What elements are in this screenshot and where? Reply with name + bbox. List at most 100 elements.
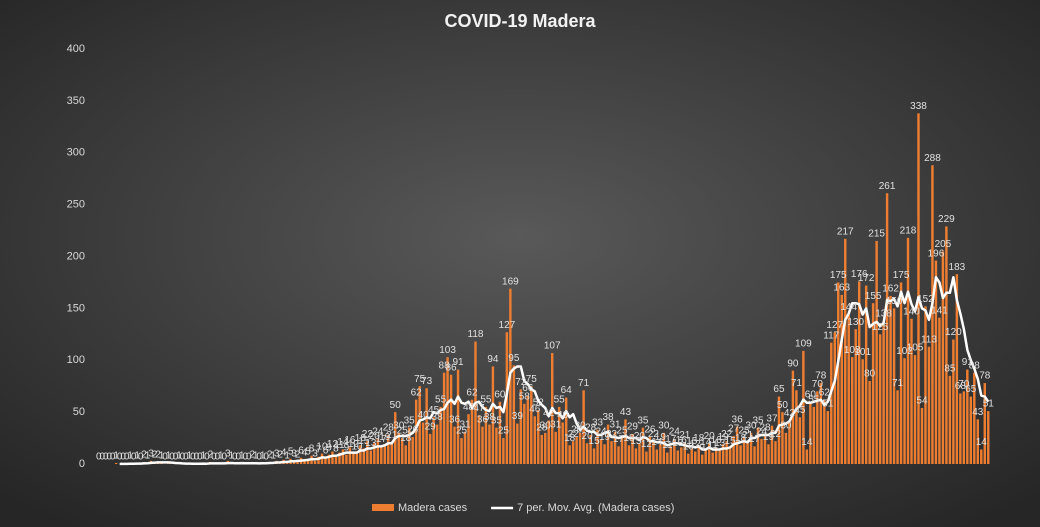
bar <box>948 375 952 464</box>
data-label: 17 <box>665 434 677 445</box>
data-label: 60 <box>494 389 506 400</box>
bar <box>446 357 449 464</box>
bar <box>439 406 442 464</box>
bar <box>732 435 735 464</box>
bar <box>488 424 491 464</box>
bar <box>411 437 414 464</box>
data-label: 0 <box>194 452 200 463</box>
bar <box>784 432 788 464</box>
data-label: 38 <box>432 412 444 423</box>
bar <box>425 388 428 464</box>
data-label: 62 <box>466 387 478 398</box>
data-label: 10 <box>683 441 695 452</box>
data-label: 0 <box>99 452 105 463</box>
bar <box>885 193 889 464</box>
bar <box>599 439 603 464</box>
bar <box>334 455 338 464</box>
data-label: 11 <box>707 440 718 451</box>
data-label: 26 <box>407 425 419 436</box>
data-label: 163 <box>833 283 850 294</box>
data-label: 5 <box>305 446 311 457</box>
data-label: 1 <box>166 451 172 462</box>
y-tick-label: 300 <box>67 147 85 159</box>
bar <box>819 383 823 464</box>
bar <box>387 434 390 464</box>
bar <box>812 406 816 464</box>
data-label: 338 <box>910 101 927 112</box>
bar <box>484 406 488 464</box>
bar <box>362 448 366 464</box>
data-label: 18 <box>693 433 705 444</box>
bar <box>840 294 843 464</box>
data-label: 39 <box>512 411 524 422</box>
bar <box>456 369 460 464</box>
bar <box>795 390 798 464</box>
data-label: 45 <box>428 405 440 416</box>
bar <box>791 370 795 464</box>
lines <box>119 276 990 466</box>
data-label: 0 <box>197 452 203 463</box>
data-label: 1 <box>229 451 235 462</box>
data-labels: 0000010001010213221010010010001020010310… <box>96 101 994 463</box>
data-label: 3 <box>148 449 154 460</box>
data-label: 13 <box>714 438 726 449</box>
bar <box>687 453 690 464</box>
data-label: 73 <box>421 376 433 387</box>
data-label: 78 <box>815 371 827 382</box>
bar <box>857 281 861 464</box>
bar <box>383 444 387 464</box>
data-label: 24 <box>372 427 384 438</box>
data-label: 6 <box>298 445 304 456</box>
bar <box>864 285 868 464</box>
bar <box>345 454 348 464</box>
data-label: 18 <box>564 433 576 444</box>
bar <box>850 357 854 464</box>
bar <box>735 426 739 464</box>
data-label: 50 <box>390 400 402 411</box>
bar <box>823 399 826 464</box>
data-label: 54 <box>916 396 928 407</box>
data-label: 20 <box>369 431 381 442</box>
data-label: 25 <box>397 426 409 437</box>
bar <box>568 445 571 464</box>
bar <box>910 318 913 464</box>
bar <box>460 438 463 464</box>
bar <box>906 237 910 464</box>
data-label: 20 <box>582 431 594 442</box>
data-label: 113 <box>921 334 937 345</box>
data-label: 14 <box>651 437 663 448</box>
data-label: 2 <box>249 450 255 461</box>
data-label: 2 <box>152 450 158 461</box>
data-label: 24 <box>756 427 768 438</box>
data-label: 36 <box>449 414 461 425</box>
bar <box>495 427 498 464</box>
legend-label: 7 per. Mov. Avg. (Madera cases) <box>517 502 674 514</box>
data-label: 48 <box>463 402 475 413</box>
data-label: 14 <box>337 437 349 448</box>
data-label: 3 <box>274 449 280 460</box>
data-label: 65 <box>965 384 977 395</box>
data-label: 0 <box>232 452 238 463</box>
data-label: 37 <box>766 413 778 424</box>
data-label: 35 <box>637 415 649 426</box>
data-label: 0 <box>173 452 179 463</box>
bar <box>878 334 882 464</box>
data-label: 16 <box>676 435 688 446</box>
bar <box>931 165 934 464</box>
data-label: 20 <box>704 431 716 442</box>
bar <box>889 295 892 464</box>
bar <box>655 449 659 464</box>
data-label: 109 <box>795 339 812 350</box>
data-label: 13 <box>672 438 684 449</box>
data-label: 105 <box>907 343 924 354</box>
data-label: 1 <box>201 451 207 462</box>
data-label: 30 <box>658 421 670 432</box>
legend: Madera cases 7 per. Mov. Avg. (Madera cas… <box>372 502 674 514</box>
bar <box>966 369 969 464</box>
bar <box>324 457 327 464</box>
bar <box>463 431 467 464</box>
y-axis: 0 50 100 150 200 250 300 350 400 <box>67 43 85 470</box>
data-label: 2 <box>141 450 147 461</box>
data-label: 9 <box>699 442 705 453</box>
data-label: 51 <box>983 399 995 410</box>
